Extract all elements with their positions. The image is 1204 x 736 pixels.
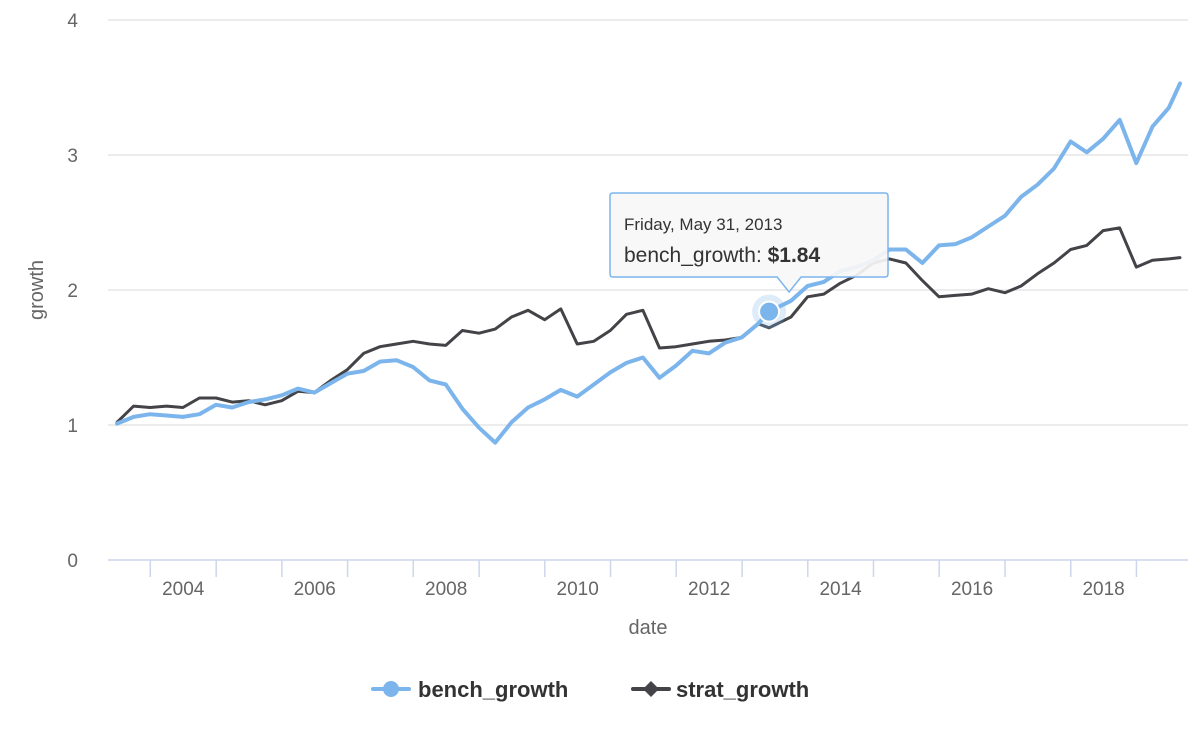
- hover-marker[interactable]: [752, 294, 787, 329]
- x-axis-title: date: [629, 617, 668, 639]
- x-tick-label: 2008: [425, 579, 467, 600]
- tooltip-value: $1.84: [768, 244, 821, 267]
- y-tick-label: 0: [67, 551, 78, 572]
- x-tick-label: 2016: [951, 579, 993, 600]
- series-line-strat-growth[interactable]: [115, 226, 1182, 424]
- tooltip-box: [609, 192, 889, 294]
- y-tick-label: 1: [67, 416, 78, 437]
- hover-point[interactable]: [758, 300, 781, 323]
- tooltip-series-name: bench_growth: [624, 244, 756, 267]
- y-tick-label: 4: [67, 11, 78, 32]
- y-axis-title: growth: [26, 260, 48, 320]
- legend-item-strat-growth[interactable]: strat_growth: [631, 677, 809, 702]
- x-tick-label: 2012: [688, 579, 730, 600]
- series-lines: [115, 81, 1182, 445]
- y-tick-label: 2: [67, 281, 78, 302]
- series-line-bench-growth[interactable]: [115, 81, 1182, 445]
- y-tick-label: 3: [67, 146, 78, 167]
- tooltip-value-line: bench_growth: $1.84: [624, 244, 820, 267]
- x-tick-label: 2010: [557, 579, 599, 600]
- x-tick-label: 2004: [162, 579, 205, 600]
- tooltip: Friday, May 31, 2013 bench_growth: $1.84: [609, 192, 889, 294]
- legend-circle-marker-icon: [383, 681, 399, 697]
- legend-label-bench-growth: bench_growth: [418, 677, 568, 702]
- x-tick-label: 2006: [294, 579, 336, 600]
- legend-diamond-marker-icon: [643, 681, 659, 697]
- x-tick-label: 2014: [819, 579, 862, 600]
- x-tick-label: 2018: [1082, 579, 1124, 600]
- legend: bench_growth strat_growth: [371, 677, 809, 702]
- legend-item-bench-growth[interactable]: bench_growth: [371, 677, 568, 702]
- tooltip-date: Friday, May 31, 2013: [624, 215, 782, 234]
- y-axis-labels: 0 1 2 3 4: [67, 11, 78, 572]
- legend-label-strat-growth: strat_growth: [676, 677, 809, 702]
- x-axis: 2004 2006 2008 2010 2012 2014 2016 2018: [108, 559, 1188, 600]
- tooltip-separator: :: [756, 244, 768, 267]
